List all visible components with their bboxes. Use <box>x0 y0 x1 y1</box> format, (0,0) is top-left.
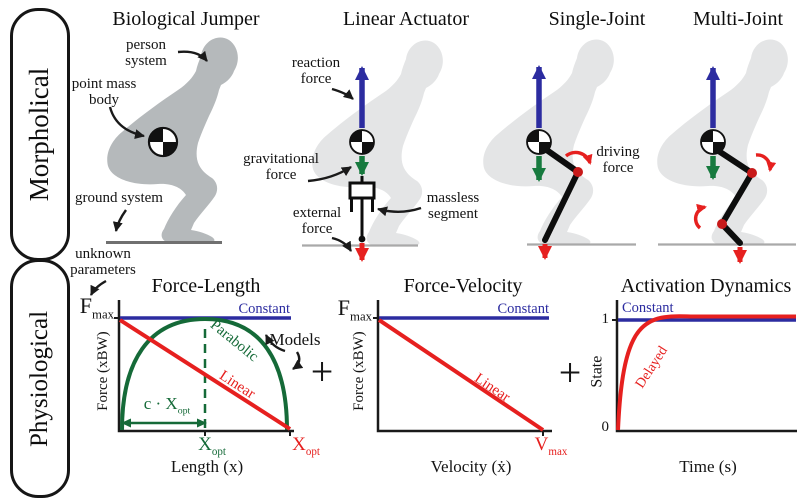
fl-xopt-red-label: Xopt <box>292 434 320 458</box>
fl-constant-label: Constant <box>238 301 290 317</box>
fl-c-xopt-label: c · Xopt <box>143 394 191 417</box>
fv-constant-label: Constant <box>497 301 549 317</box>
morphological-label-text: Morpholical <box>24 67 55 202</box>
force-length-title: Force-Length <box>151 275 261 297</box>
center-of-mass-icon <box>526 129 552 155</box>
linear-line <box>118 318 292 431</box>
linear-actuator-title: Linear Actuator <box>342 8 470 30</box>
center-of-mass-icon <box>700 129 726 155</box>
plus-sign-2: + <box>558 350 582 395</box>
delayed-curve <box>616 314 796 431</box>
point-mass-label: point mass body <box>71 76 137 109</box>
fv-vmax-label: Vmax <box>534 434 568 458</box>
force-velocity-title: Force-Velocity <box>403 275 523 297</box>
fl-xlabel: Length (x) <box>170 457 244 476</box>
c-xopt-range-arrow <box>121 418 207 428</box>
physiological-label-text: Physiological <box>26 310 54 447</box>
models-arrow-up-icon <box>264 334 286 353</box>
reaction-arrow-icon <box>331 87 354 100</box>
knee-torque-arrow <box>755 153 777 172</box>
ad-tick-zero: 0 <box>601 419 610 435</box>
gravitational-arrow-icon <box>307 165 352 183</box>
ad-ylabel: State <box>588 355 606 388</box>
knee-joint <box>747 168 757 178</box>
ground-system-label: ground system <box>75 190 163 206</box>
point-mass-arrow-icon <box>108 106 145 139</box>
physiological-row-label: Physiological <box>10 259 70 498</box>
external-arrow-icon <box>331 236 353 252</box>
fv-xlabel: Velocity (ẋ) <box>430 457 512 476</box>
linear-actuator-figure <box>302 40 443 262</box>
biological-jumper-title: Biological Jumper <box>112 8 260 30</box>
multi-joint-figure <box>657 39 796 264</box>
unknown-parameters-label: unknown parameters <box>70 246 136 279</box>
fv-ylabel: Force (xBW) <box>350 331 367 411</box>
fl-ylabel: Force (xBW) <box>94 331 111 411</box>
leg-segments <box>708 143 755 246</box>
linear-line <box>377 318 545 432</box>
ground-system-arrow-icon <box>112 209 127 232</box>
activation-dynamics-plot <box>612 300 797 433</box>
massless-arrow-icon <box>377 206 422 217</box>
piston-actuator-icon <box>348 176 376 243</box>
force-velocity-plot <box>373 300 552 436</box>
ad-tick-one: 1 <box>601 311 610 327</box>
unknown-parameters-arrow-icon <box>89 279 107 296</box>
reaction-force-label: reaction force <box>291 55 341 88</box>
fv-fmax-label: Fmax <box>337 295 372 324</box>
axes <box>117 300 294 433</box>
external-force-label: external force <box>292 205 342 238</box>
force-length-plot <box>89 279 304 436</box>
fl-models-label: Models <box>269 330 321 349</box>
driving-torque-arrow <box>564 150 593 165</box>
multi-joint-title: Multi-Joint <box>692 8 783 30</box>
ad-xlabel: Time (s) <box>679 457 737 476</box>
models-arrow-down-icon <box>292 351 304 370</box>
single-joint-title: Single-Joint <box>548 8 646 30</box>
gravitational-force-label: gravitational force <box>243 151 319 184</box>
single-joint-figure <box>483 39 636 260</box>
axes <box>376 300 552 433</box>
center-of-mass-icon <box>349 129 375 155</box>
activation-dynamics-title: Activation Dynamics <box>620 275 792 297</box>
person-system-label: person system <box>125 37 167 70</box>
ankle-torque-arrow <box>693 203 707 230</box>
driving-force-label: driving force <box>596 144 640 177</box>
fl-xopt-green-label: Xopt <box>198 434 226 458</box>
axes <box>615 300 797 433</box>
ad-constant-label: Constant <box>622 300 674 316</box>
morphological-row-label: Morpholical <box>10 8 70 261</box>
plus-sign-1: + <box>310 349 334 394</box>
center-of-mass-icon <box>147 126 179 158</box>
biological-jumper-figure <box>106 37 238 244</box>
ankle-joint <box>717 219 727 229</box>
knee-joint <box>573 167 583 177</box>
fl-fmax-label: Fmax <box>79 293 114 322</box>
parabolic-curve <box>120 316 289 431</box>
person-system-arrow-icon <box>177 50 208 62</box>
massless-segment-label: massless segment <box>426 190 480 223</box>
